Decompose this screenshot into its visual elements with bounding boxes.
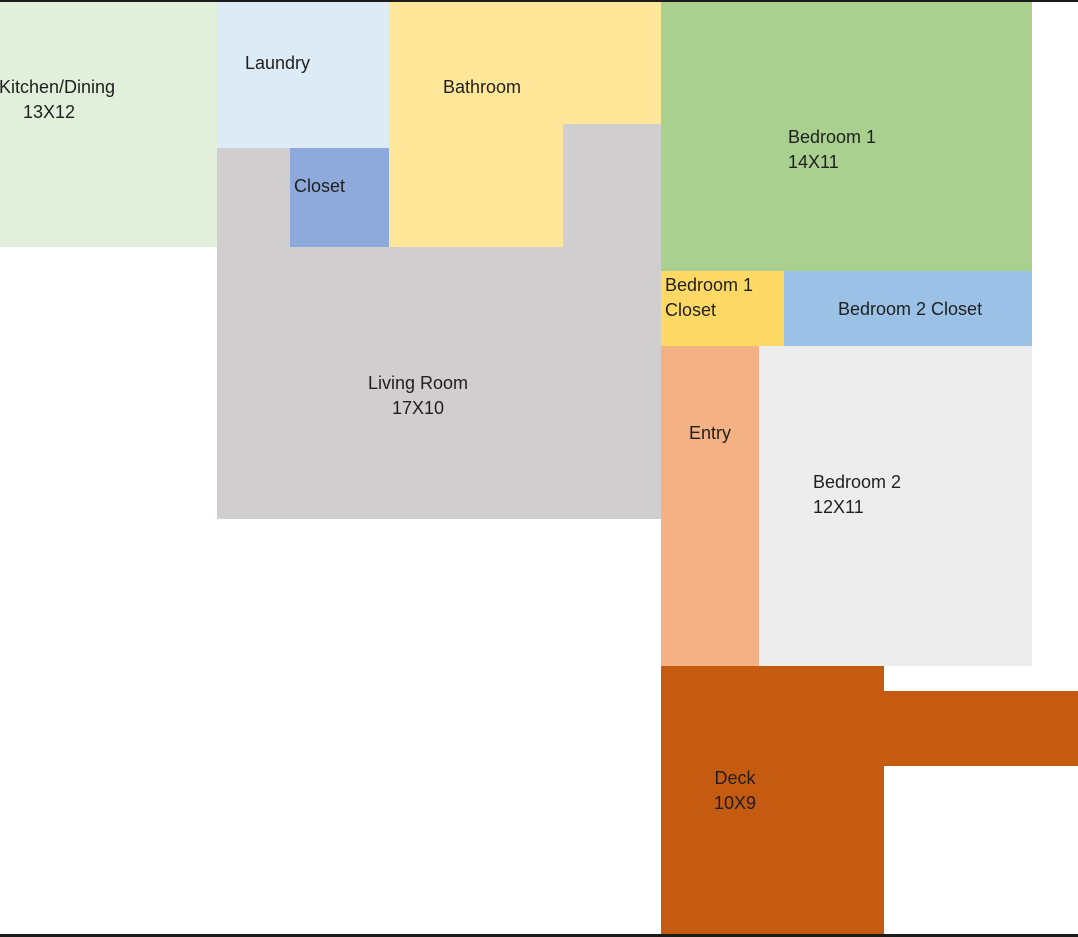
room-name-line-1: Bedroom 1 [665, 275, 754, 295]
room-name: Bathroom [443, 77, 522, 97]
label-bedroom-2-closet: Bedroom 2 Closet [838, 297, 982, 322]
room-kitchen-dining [0, 2, 217, 247]
label-bedroom-2: Bedroom 2 12X11 [813, 470, 901, 520]
frame-top-border [0, 0, 1078, 2]
room-size: 10X9 [713, 793, 757, 813]
room-bedroom-2 [759, 346, 1032, 666]
room-name: Living Room [368, 373, 469, 393]
label-bedroom-1-closet: Bedroom 1 Closet [665, 273, 753, 323]
room-name: Closet [294, 176, 346, 196]
room-living [217, 148, 290, 519]
room-bathroom [389, 2, 661, 124]
room-laundry [217, 2, 389, 148]
label-entry: Entry [689, 421, 731, 446]
room-name: Kitchen/Dining [0, 77, 116, 97]
label-kitchen-dining: Kitchen/Dining 13X12 [0, 75, 115, 125]
room-closet [290, 148, 389, 247]
room-living-main [290, 247, 661, 519]
room-name: Laundry [245, 53, 311, 73]
room-size: 17X10 [391, 398, 445, 418]
room-size: 12X11 [813, 497, 864, 517]
room-name: Bedroom 1 [788, 127, 877, 147]
room-bedroom-1-closet [661, 271, 784, 346]
room-size: 13X12 [23, 102, 76, 122]
room-name: Deck [714, 768, 756, 788]
room-bathroom-extension [389, 124, 563, 247]
label-closet: Closet [294, 174, 345, 199]
room-size: 14X11 [788, 152, 839, 172]
room-bedroom-1 [661, 2, 1032, 271]
room-name: Bedroom 2 Closet [838, 299, 983, 319]
room-bedroom-2-closet [784, 271, 1032, 346]
room-name: Bedroom 2 [813, 472, 902, 492]
room-deck [661, 666, 884, 934]
room-name: Entry [689, 423, 732, 443]
room-living-upper-right [563, 124, 661, 248]
label-bedroom-1: Bedroom 1 14X11 [788, 125, 876, 175]
room-name-line-2: Closet [665, 300, 717, 320]
label-deck: Deck 10X9 [713, 766, 757, 816]
room-deck-walkway [884, 691, 1078, 766]
label-living-room: Living Room 17X10 [368, 371, 468, 421]
label-bathroom: Bathroom [443, 75, 521, 100]
frame-bottom-border [0, 934, 1078, 937]
room-entry [661, 346, 759, 666]
label-laundry: Laundry [245, 51, 310, 76]
